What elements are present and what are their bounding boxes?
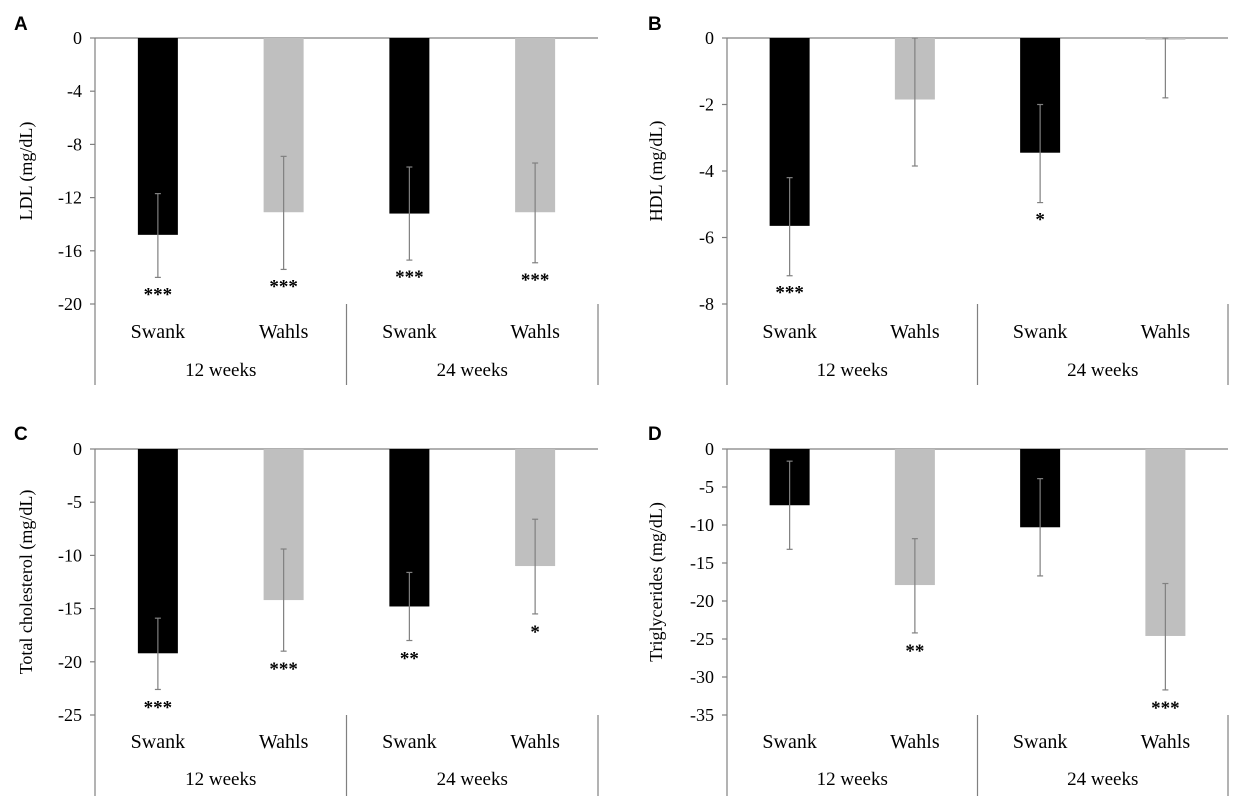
y-tick-label: -16 — [58, 241, 82, 261]
y-tick-label: -10 — [58, 545, 82, 565]
error-bar — [532, 518, 539, 615]
y-tick-label: -8 — [699, 294, 714, 314]
y-tick-label: -4 — [699, 161, 714, 181]
category-label: Wahls — [259, 731, 309, 753]
category-label: Swank — [382, 321, 436, 343]
significance-marker: *** — [521, 270, 550, 291]
panel-letter-c: C — [14, 424, 28, 445]
y-tick-label: 0 — [705, 439, 714, 459]
error-bar — [406, 166, 413, 261]
y-axis-title: HDL (mg/dL) — [646, 121, 667, 222]
error-bar — [911, 37, 918, 167]
group-label: 12 weeks — [185, 769, 256, 790]
category-label: Swank — [1013, 731, 1067, 753]
significance-marker: *** — [395, 267, 424, 288]
significance-marker: *** — [269, 659, 298, 680]
y-tick-label: -12 — [58, 188, 82, 208]
error-bar — [154, 617, 161, 691]
error-bar — [911, 538, 918, 634]
group-label: 24 weeks — [437, 769, 508, 790]
category-label: Wahls — [1141, 731, 1191, 753]
y-axis-title: Total cholesterol (mg/dL) — [16, 490, 37, 675]
y-axis-title: Triglycerides (mg/dL) — [646, 502, 667, 662]
significance-marker: ** — [400, 649, 419, 670]
y-tick-label: -5 — [67, 492, 82, 512]
category-label: Swank — [762, 321, 816, 343]
error-bar — [1037, 478, 1044, 577]
error-bar — [786, 460, 793, 550]
error-bar — [406, 571, 413, 642]
category-label: Wahls — [890, 321, 940, 343]
category-label: Wahls — [890, 731, 940, 753]
panel-letter-d: D — [648, 424, 662, 445]
error-bar — [786, 177, 793, 277]
panel-letter-b: B — [648, 14, 662, 35]
error-bar — [154, 193, 161, 278]
group-label: 12 weeks — [185, 360, 256, 381]
significance-marker: *** — [144, 697, 173, 718]
y-tick-label: -10 — [690, 515, 714, 535]
significance-marker: ** — [905, 641, 924, 662]
y-tick-label: -20 — [58, 652, 82, 672]
y-tick-label: -25 — [690, 629, 714, 649]
category-label: Swank — [131, 731, 185, 753]
panel-letter-a: A — [14, 14, 28, 35]
y-tick-label: -25 — [58, 705, 82, 725]
y-tick-label: -8 — [67, 134, 82, 154]
category-label: Swank — [762, 731, 816, 753]
error-bar — [1037, 103, 1044, 204]
category-label: Swank — [382, 731, 436, 753]
y-tick-label: -6 — [699, 228, 714, 248]
y-tick-label: -4 — [67, 81, 82, 101]
error-bar — [1162, 37, 1169, 99]
error-bar — [280, 548, 287, 652]
significance-marker: *** — [775, 283, 804, 304]
y-tick-label: 0 — [73, 28, 82, 48]
category-label: Swank — [131, 321, 185, 343]
category-label: Wahls — [510, 321, 560, 343]
group-label: 24 weeks — [437, 360, 508, 381]
category-label: Wahls — [1141, 321, 1191, 343]
y-tick-label: -2 — [699, 95, 714, 115]
panel-c: C 0 -5 -10 -15 -20 -25 Total cholesterol (mg/dL… — [14, 424, 599, 796]
y-tick-label: 0 — [705, 28, 714, 48]
y-tick-label: -15 — [690, 553, 714, 573]
significance-marker: *** — [269, 276, 298, 297]
group-label: 24 weeks — [1067, 769, 1138, 790]
category-label: Wahls — [510, 731, 560, 753]
y-tick-label: -35 — [690, 705, 714, 725]
panel-a: A 0 -4 -8 -12 -16 -20 LDL (mg/dL) *** Swank *** Wah… — [14, 14, 599, 385]
y-tick-label: -30 — [690, 667, 714, 687]
y-tick-label: -5 — [699, 477, 714, 497]
group-label: 12 weeks — [817, 769, 888, 790]
group-label: 12 weeks — [817, 360, 888, 381]
y-axis-title: LDL (mg/dL) — [16, 122, 37, 221]
y-tick-label: -20 — [690, 591, 714, 611]
y-tick-label: 0 — [73, 439, 82, 459]
group-label: 24 weeks — [1067, 360, 1138, 381]
category-label: Wahls — [259, 321, 309, 343]
significance-marker: *** — [1151, 698, 1180, 719]
significance-marker: *** — [144, 284, 173, 305]
error-bar — [532, 162, 539, 264]
error-bar — [1162, 582, 1169, 691]
category-label: Swank — [1013, 321, 1067, 343]
significance-marker: * — [530, 622, 540, 643]
y-tick-label: -20 — [58, 294, 82, 314]
y-tick-label: -15 — [58, 599, 82, 619]
error-bar — [280, 155, 287, 271]
panel-b: B 0 -2 -4 -6 -8 HDL (mg/dL) *** Swank Wahls * Swank… — [646, 14, 1229, 385]
significance-marker: * — [1035, 210, 1045, 231]
panel-d: D 0 -5 -10 -15 -20 -25 -30 -35 Triglycerides (mg/… — [646, 424, 1229, 796]
